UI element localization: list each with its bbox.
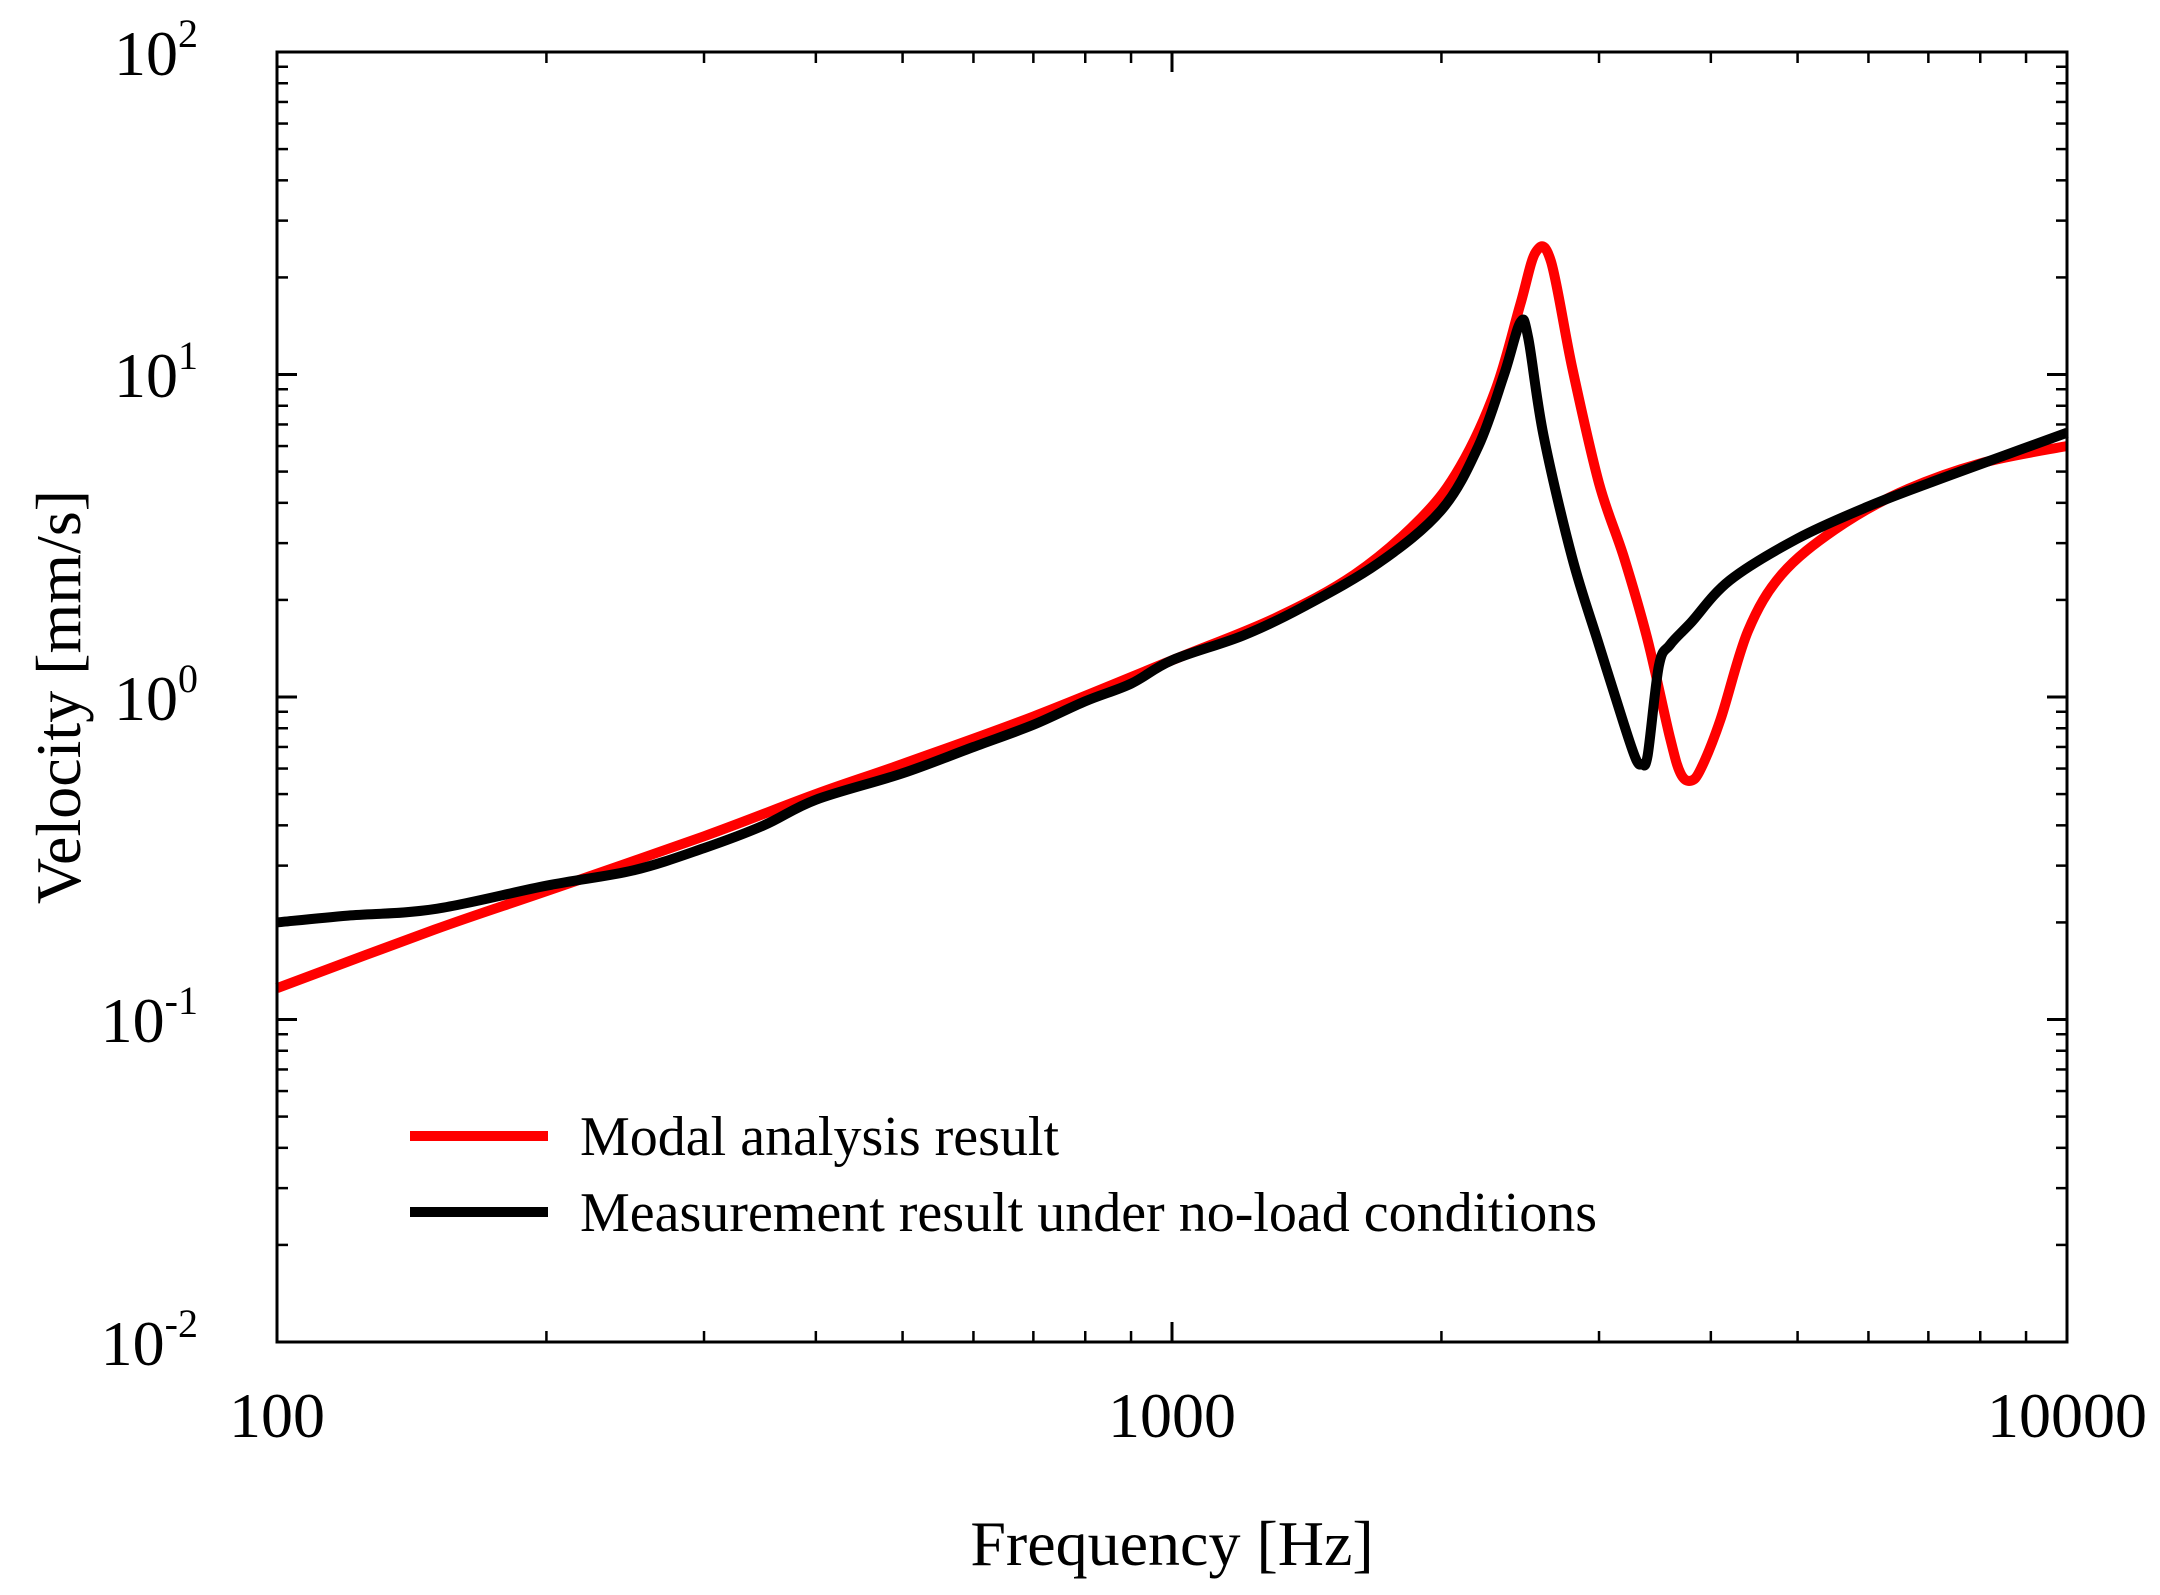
x-tick-label-10000: 10000 <box>1987 1380 2147 1451</box>
legend-label-modal: Modal analysis result <box>580 1106 1059 1168</box>
minor-ticks <box>277 52 2067 1342</box>
series-layer <box>275 241 2069 993</box>
x-tick-label-100: 100 <box>229 1380 325 1451</box>
x-tick-labels: 100 1000 10000 <box>229 1380 2147 1451</box>
y-tick-exponent: 1 <box>178 333 198 378</box>
series-measurement-line <box>276 314 2069 928</box>
y-tick-label-0.1: 10-1 <box>101 978 198 1056</box>
y-tick-labels: 102 101 100 10-1 10-2 <box>101 11 198 1379</box>
y-tick-label-10: 101 <box>114 333 198 411</box>
x-tick-label-1000: 1000 <box>1108 1380 1236 1451</box>
y-tick-exponent: -2 <box>165 1301 198 1346</box>
y-tick-label-0.01: 10-2 <box>101 1301 198 1379</box>
series-modal-analysis-line <box>275 241 2068 993</box>
y-tick-exponent: 2 <box>178 11 198 56</box>
y-tick-base: 10 <box>114 340 178 411</box>
y-tick-base: 10 <box>114 18 178 89</box>
y-tick-exponent: 0 <box>178 656 198 701</box>
legend-label-measurement: Measurement result under no-load conditi… <box>580 1182 1597 1244</box>
y-tick-label-100: 102 <box>114 11 198 89</box>
legend: Modal analysis result Measurement result… <box>410 1106 1597 1244</box>
y-tick-label-1: 100 <box>114 656 198 734</box>
y-tick-base: 10 <box>101 985 165 1056</box>
y-tick-base: 10 <box>101 1308 165 1379</box>
y-axis-title: Velocity [mm/s] <box>23 490 94 904</box>
y-tick-exponent: -1 <box>165 978 198 1023</box>
plot-frame <box>275 50 2069 1344</box>
x-axis-title: Frequency [Hz] <box>970 1508 1373 1579</box>
y-tick-base: 10 <box>114 663 178 734</box>
